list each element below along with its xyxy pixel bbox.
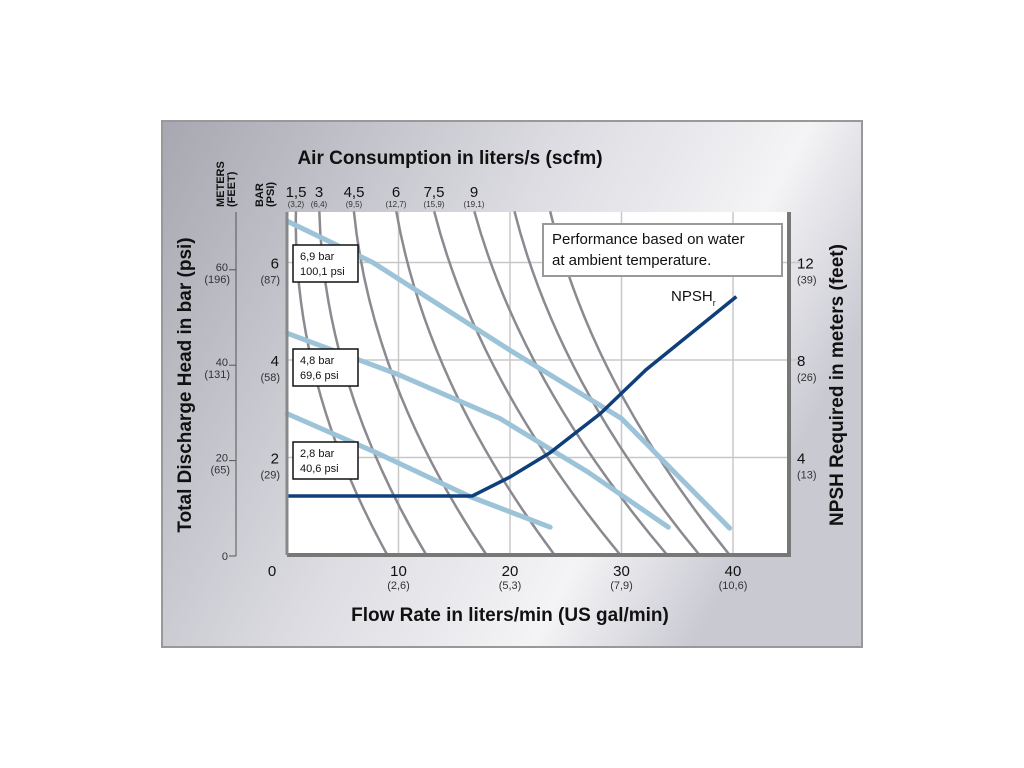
npsh-curve xyxy=(287,295,738,498)
y-tick-sublabel-psi: (58) xyxy=(260,372,280,384)
pressure-curve xyxy=(284,411,553,530)
air-tick-label: 3 xyxy=(315,184,323,201)
pressure-labels: 6,9 bar 100,1 psi 4,8 bar 69,6 psi 2,8 bar 40… xyxy=(292,244,359,480)
pressure-label-psi: 69,6 psi xyxy=(300,370,339,382)
y-tick-label-bar: 2 xyxy=(271,451,279,468)
x-tick-label: 40 xyxy=(725,563,742,580)
x-tick-label: 30 xyxy=(613,563,630,580)
bar-axis-label: BAR xyxy=(254,183,266,207)
air-tick-label: 7,5 xyxy=(424,184,445,201)
right-axis-title: NPSH Required in meters (feet) xyxy=(827,244,848,526)
npsh-label: NPSHr xyxy=(671,288,716,308)
pressure-label-box: 2,8 bar 40,6 psi xyxy=(292,441,359,480)
y-tick-label-bar: 6 xyxy=(271,256,279,273)
chart-title: Air Consumption in liters/s (scfm) xyxy=(297,148,602,169)
x-tick-label: 20 xyxy=(502,563,519,580)
y-tick-sublabel-feet: (65) xyxy=(210,465,230,477)
y-tick-sublabel-psi: (87) xyxy=(260,275,280,287)
air-tick-sublabel: (9,5) xyxy=(346,200,363,209)
pressure-label-box: 6,9 bar 100,1 psi xyxy=(292,244,359,283)
air-tick-sublabel: (12,7) xyxy=(386,200,407,209)
note-line-1: Performance based on water xyxy=(552,231,745,248)
y-tick-label-meters: 20 xyxy=(216,453,228,465)
note-line-2: at ambient temperature. xyxy=(552,252,711,269)
x-tick-sublabel: (10,6) xyxy=(719,580,748,592)
air-consumption-curve xyxy=(473,210,669,556)
air-tick-label: 9 xyxy=(470,184,478,201)
y-tick-label-bar: 4 xyxy=(271,353,279,370)
ticks: 0 10(2,6)20(5,3)30(7,9)40(10,6)2(29)4(58)… xyxy=(204,184,816,592)
npsh-tick-label: 8 xyxy=(797,353,805,370)
air-consumption-curve xyxy=(513,211,701,556)
pressure-curve xyxy=(284,330,671,530)
y-tick-label-meters: 40 xyxy=(216,357,228,369)
meters-axis-label: METERS xyxy=(215,161,227,207)
y-tick-sublabel-feet: (196) xyxy=(204,274,230,286)
npsh-tick-sublabel: (13) xyxy=(797,470,817,482)
pressure-label-bar: 2,8 bar xyxy=(300,448,335,460)
pressure-label-bar: 4,8 bar xyxy=(300,355,335,367)
air-tick-sublabel: (19,1) xyxy=(464,200,485,209)
note-box: Performance based on water at ambient te… xyxy=(542,223,783,277)
feet-axis-label: (FEET) xyxy=(226,171,238,207)
x-tick-label: 0 xyxy=(268,563,276,580)
pressure-label-box: 4,8 bar 69,6 psi xyxy=(292,348,359,387)
y-tick-sublabel-psi: (29) xyxy=(260,470,280,482)
x-tick-sublabel: (2,6) xyxy=(387,580,410,592)
x-tick-sublabel: (5,3) xyxy=(499,580,522,592)
air-tick-label: 1,5 xyxy=(286,184,307,201)
pressure-label-psi: 100,1 psi xyxy=(300,266,345,278)
air-consumption-curve xyxy=(432,211,622,556)
air-tick-label: 6 xyxy=(392,184,400,201)
air-tick-sublabel: (15,9) xyxy=(424,200,445,209)
y-tick-label-meters: 0 xyxy=(222,551,228,563)
npsh-line xyxy=(287,295,738,498)
npsh-tick-sublabel: (26) xyxy=(797,372,817,384)
x-axis-title: Flow Rate in liters/min (US gal/min) xyxy=(351,605,669,626)
air-tick-label: 4,5 xyxy=(344,184,365,201)
npsh-tick-sublabel: (39) xyxy=(797,275,817,287)
left-axis-title: Total Discharge Head in bar (psi) xyxy=(175,237,196,532)
x-tick-sublabel: (7,9) xyxy=(610,580,633,592)
air-tick-sublabel: (6,4) xyxy=(311,200,328,209)
y-tick-sublabel-feet: (131) xyxy=(204,369,230,381)
air-tick-sublabel: (3,2) xyxy=(288,200,305,209)
psi-axis-label: (PSI) xyxy=(265,182,277,207)
y-tick-label-meters: 60 xyxy=(216,262,228,274)
pressure-label-bar: 6,9 bar xyxy=(300,251,335,263)
pressure-label-psi: 40,6 psi xyxy=(300,463,339,475)
plot-border-right-bottom xyxy=(287,212,791,557)
air-consumption-curve xyxy=(395,211,556,556)
npsh-tick-label: 12 xyxy=(797,256,814,273)
x-tick-label: 10 xyxy=(390,563,407,580)
npsh-tick-label: 4 xyxy=(797,451,805,468)
